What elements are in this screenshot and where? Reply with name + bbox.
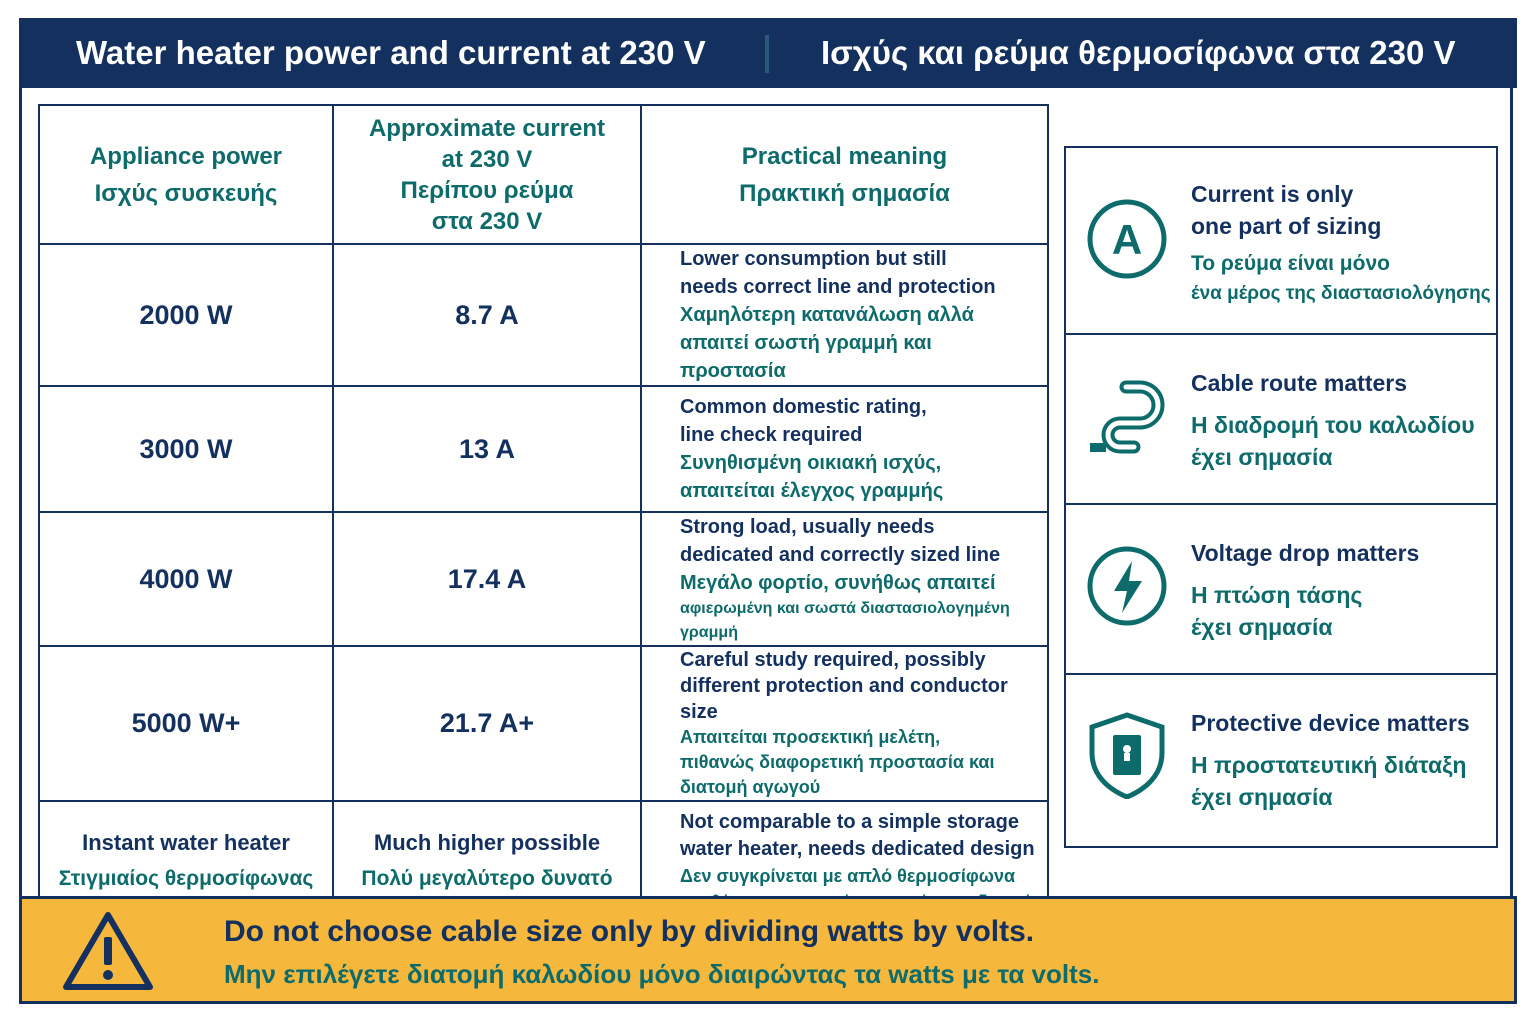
meaning-gr: Δεν συγκρίνεται με απλό θερμοσίφωνα xyxy=(680,865,1016,886)
meaning-cell: Careful study required, possibly differe… xyxy=(640,645,1049,802)
meaning-gr: αφιερωμένη και σωστά διαστασιολογημένη γ… xyxy=(680,600,1010,641)
meaning-en: needs correct line and protection xyxy=(680,276,996,298)
meaning-gr: Συνηθισμένη οικιακή ισχύς, xyxy=(680,452,942,474)
power-cell: 3000 W xyxy=(38,385,334,513)
power-cell: 5000 W+ xyxy=(38,645,334,802)
meaning-cell: Lower consumption but still needs correc… xyxy=(640,243,1049,387)
meaning-en: water heater, needs dedicated design xyxy=(680,837,1035,860)
meaning-en: Careful study required, possibly xyxy=(680,649,986,671)
current-cell: 13 A xyxy=(332,385,642,513)
table-row: 2000 W 8.7 A Lower consumption but still… xyxy=(38,243,1049,387)
header-bar: Water heater power and current at 230 V … xyxy=(19,18,1517,88)
card-title: Cable route matters xyxy=(1191,370,1408,396)
meaning-en: line check required xyxy=(680,424,863,446)
header-line: Approximate current xyxy=(368,114,606,142)
table-row: 5000 W+ 21.7 A+ Careful study required, … xyxy=(38,645,1049,802)
power-cell: 4000 W xyxy=(38,511,334,647)
card-subtitle: ένα μέρος της διαστασιολόγησης xyxy=(1191,283,1491,304)
lightning-icon xyxy=(1087,546,1167,626)
card-title: Current is only xyxy=(1191,181,1354,207)
meaning-gr: διατομή αγωγού xyxy=(680,777,821,797)
header-line: at 230 V xyxy=(441,145,533,173)
meaning-gr: Χαμηλότερη κατανάλωση αλλά xyxy=(680,304,974,326)
table-header-row: Appliance power Ισχύς συσκευής Approxima… xyxy=(38,104,1049,245)
current-gr: Πολύ μεγαλύτερο δυνατό xyxy=(361,867,613,890)
cable-icon xyxy=(1090,380,1165,454)
meaning-en: Common domestic rating, xyxy=(680,396,927,418)
meaning-en: Strong load, usually needs xyxy=(680,516,935,538)
meaning-cell: Strong load, usually needs dedicated and… xyxy=(640,511,1049,647)
meaning-gr: απαιτείται έλεγχος γραμμής xyxy=(680,480,944,502)
title-english: Water heater power and current at 230 V xyxy=(76,34,706,71)
table-row: 3000 W 13 A Common domestic rating, line… xyxy=(38,385,1049,513)
current-cell: 21.7 A+ xyxy=(332,645,642,802)
card-subtitle: Η προστατευτική διάταξη xyxy=(1191,752,1467,778)
card-title: Protective device matters xyxy=(1191,710,1470,736)
header-line: Practical meaning xyxy=(741,142,948,170)
meaning-en: Lower consumption but still xyxy=(680,248,947,270)
card-voltage-drop: Voltage drop matters Η πτώση τάσης έχει … xyxy=(1066,505,1496,675)
card-current: A Current is only one part of sizing Το … xyxy=(1066,148,1496,335)
meaning-gr: πιθανώς διαφορετική προστασία και xyxy=(680,752,995,772)
warning-text-gr: Μην επιλέγετε διατομή καλωδίου μόνο διαι… xyxy=(224,959,1100,989)
header-line: στα 230 V xyxy=(431,207,543,235)
header-line: Πρακτική σημασία xyxy=(739,179,950,207)
warning-text-en: Do not choose cable size only by dividin… xyxy=(224,915,1035,948)
power-en: Instant water heater xyxy=(82,830,290,855)
svg-text:A: A xyxy=(1112,216,1142,263)
meaning-en: dedicated and correctly sized line xyxy=(680,544,1001,566)
header-line: Ισχύς συσκευής xyxy=(94,179,278,207)
meaning-gr: Μεγάλο φορτίο, συνήθως απαιτεί xyxy=(680,572,996,594)
card-subtitle: έχει σημασία xyxy=(1191,614,1333,640)
power-gr: Στιγμιαίος θερμοσίφωνας xyxy=(58,867,314,890)
warning-banner: Do not choose cable size only by dividin… xyxy=(19,896,1517,1004)
table-row: 4000 W 17.4 A Strong load, usually needs… xyxy=(38,511,1049,647)
header-line: Appliance power xyxy=(89,142,283,170)
card-cable: Cable route matters Η διαδρομή του καλωδ… xyxy=(1066,335,1496,505)
title-divider xyxy=(765,35,769,73)
card-subtitle: Η πτώση τάσης xyxy=(1191,582,1363,608)
header-approx-current: Approximate current at 230 V Περίπου ρεύ… xyxy=(332,104,642,245)
card-protective-device: Protective device matters Η προστατευτικ… xyxy=(1066,675,1496,846)
card-subtitle: Η διαδρομή του καλωδίου xyxy=(1191,412,1475,438)
meaning-gr: απαιτεί σωστή γραμμή και προστασία xyxy=(680,332,932,382)
meaning-cell: Common domestic rating, line check requi… xyxy=(640,385,1049,513)
current-a-icon: A xyxy=(1087,199,1167,279)
warning-triangle-icon xyxy=(63,912,153,990)
current-cell: 17.4 A xyxy=(332,511,642,647)
header-line: Περίπου ρεύμα xyxy=(400,176,574,204)
current-en: Much higher possible xyxy=(373,830,601,855)
current-cell: 8.7 A xyxy=(332,243,642,387)
card-subtitle: Το ρεύμα είναι μόνο xyxy=(1191,252,1390,275)
title-greek: Ισχύς και ρεύμα θερμοσίφωνα στα 230 V xyxy=(821,34,1456,71)
side-panel: A Current is only one part of sizing Το … xyxy=(1064,146,1498,848)
meaning-en: different protection and conductor size xyxy=(680,675,1008,723)
card-subtitle: έχει σημασία xyxy=(1191,784,1333,810)
header-practical-meaning: Practical meaning Πρακτική σημασία xyxy=(640,104,1049,245)
meaning-gr: Απαιτείται προσεκτική μελέτη, xyxy=(680,727,941,747)
card-subtitle: έχει σημασία xyxy=(1191,444,1333,470)
card-title: one part of sizing xyxy=(1191,213,1382,239)
header-appliance-power: Appliance power Ισχύς συσκευής xyxy=(38,104,334,245)
power-cell: 2000 W xyxy=(38,243,334,387)
meaning-en: Not comparable to a simple storage xyxy=(680,810,1019,833)
card-title: Voltage drop matters xyxy=(1191,540,1420,566)
power-current-table: Appliance power Ισχύς συσκευής Approxima… xyxy=(38,104,1049,922)
shield-icon xyxy=(1089,712,1165,799)
